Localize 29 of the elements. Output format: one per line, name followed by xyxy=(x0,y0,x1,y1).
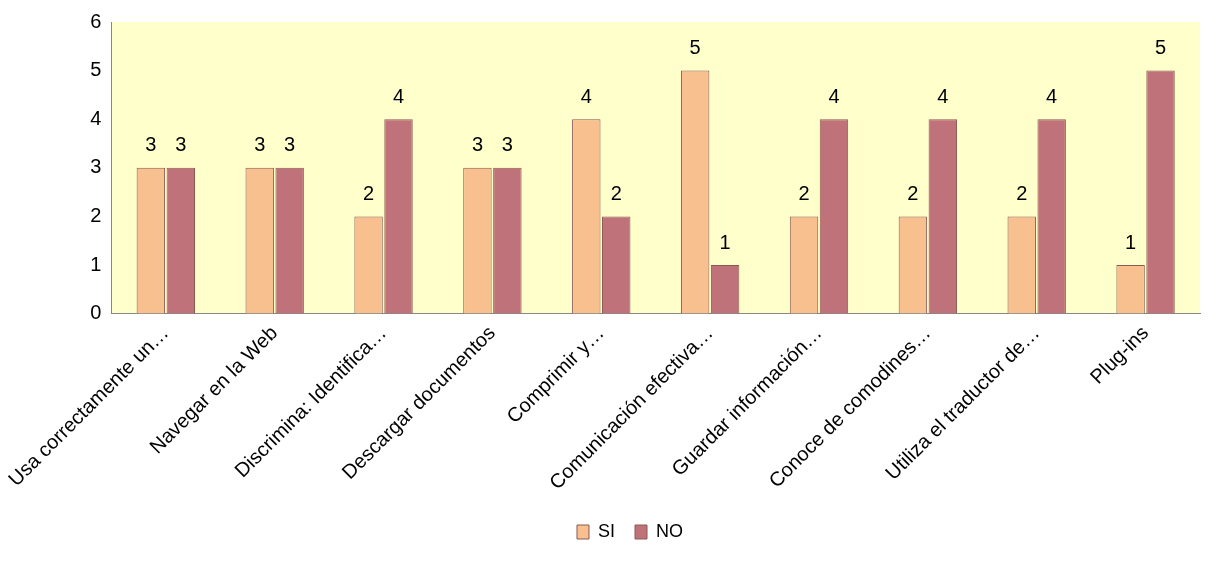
legend-label: SI xyxy=(598,520,616,541)
data-label: 4 xyxy=(580,84,592,107)
data-label: 3 xyxy=(254,133,266,156)
data-label: 1 xyxy=(1125,230,1137,253)
data-label: 5 xyxy=(1154,36,1167,59)
data-label: 2 xyxy=(1016,181,1028,204)
data-label: 2 xyxy=(363,181,375,204)
y-tick-label: 3 xyxy=(90,155,102,178)
data-label: 4 xyxy=(392,84,405,107)
data-label: 3 xyxy=(501,133,513,156)
data-label: 3 xyxy=(471,133,483,156)
data-label: 5 xyxy=(689,36,701,59)
data-label: 2 xyxy=(907,181,919,204)
data-label: 4 xyxy=(828,84,840,107)
data-label: 3 xyxy=(145,133,157,156)
legend-label: NO xyxy=(656,520,683,541)
y-tick-label: 0 xyxy=(90,301,102,324)
data-label: 3 xyxy=(175,133,187,156)
data-label: 4 xyxy=(937,84,949,107)
y-tick-label: 2 xyxy=(90,203,102,226)
data-label: 2 xyxy=(798,181,810,204)
data-label: 1 xyxy=(719,230,731,253)
data-label: 4 xyxy=(1046,84,1058,107)
data-label: 3 xyxy=(284,133,296,156)
data-label: 2 xyxy=(610,181,622,204)
y-tick-label: 5 xyxy=(90,58,102,81)
y-tick-label: 4 xyxy=(90,106,102,129)
y-tick-label: 6 xyxy=(90,9,102,32)
y-tick-label: 1 xyxy=(90,252,102,275)
